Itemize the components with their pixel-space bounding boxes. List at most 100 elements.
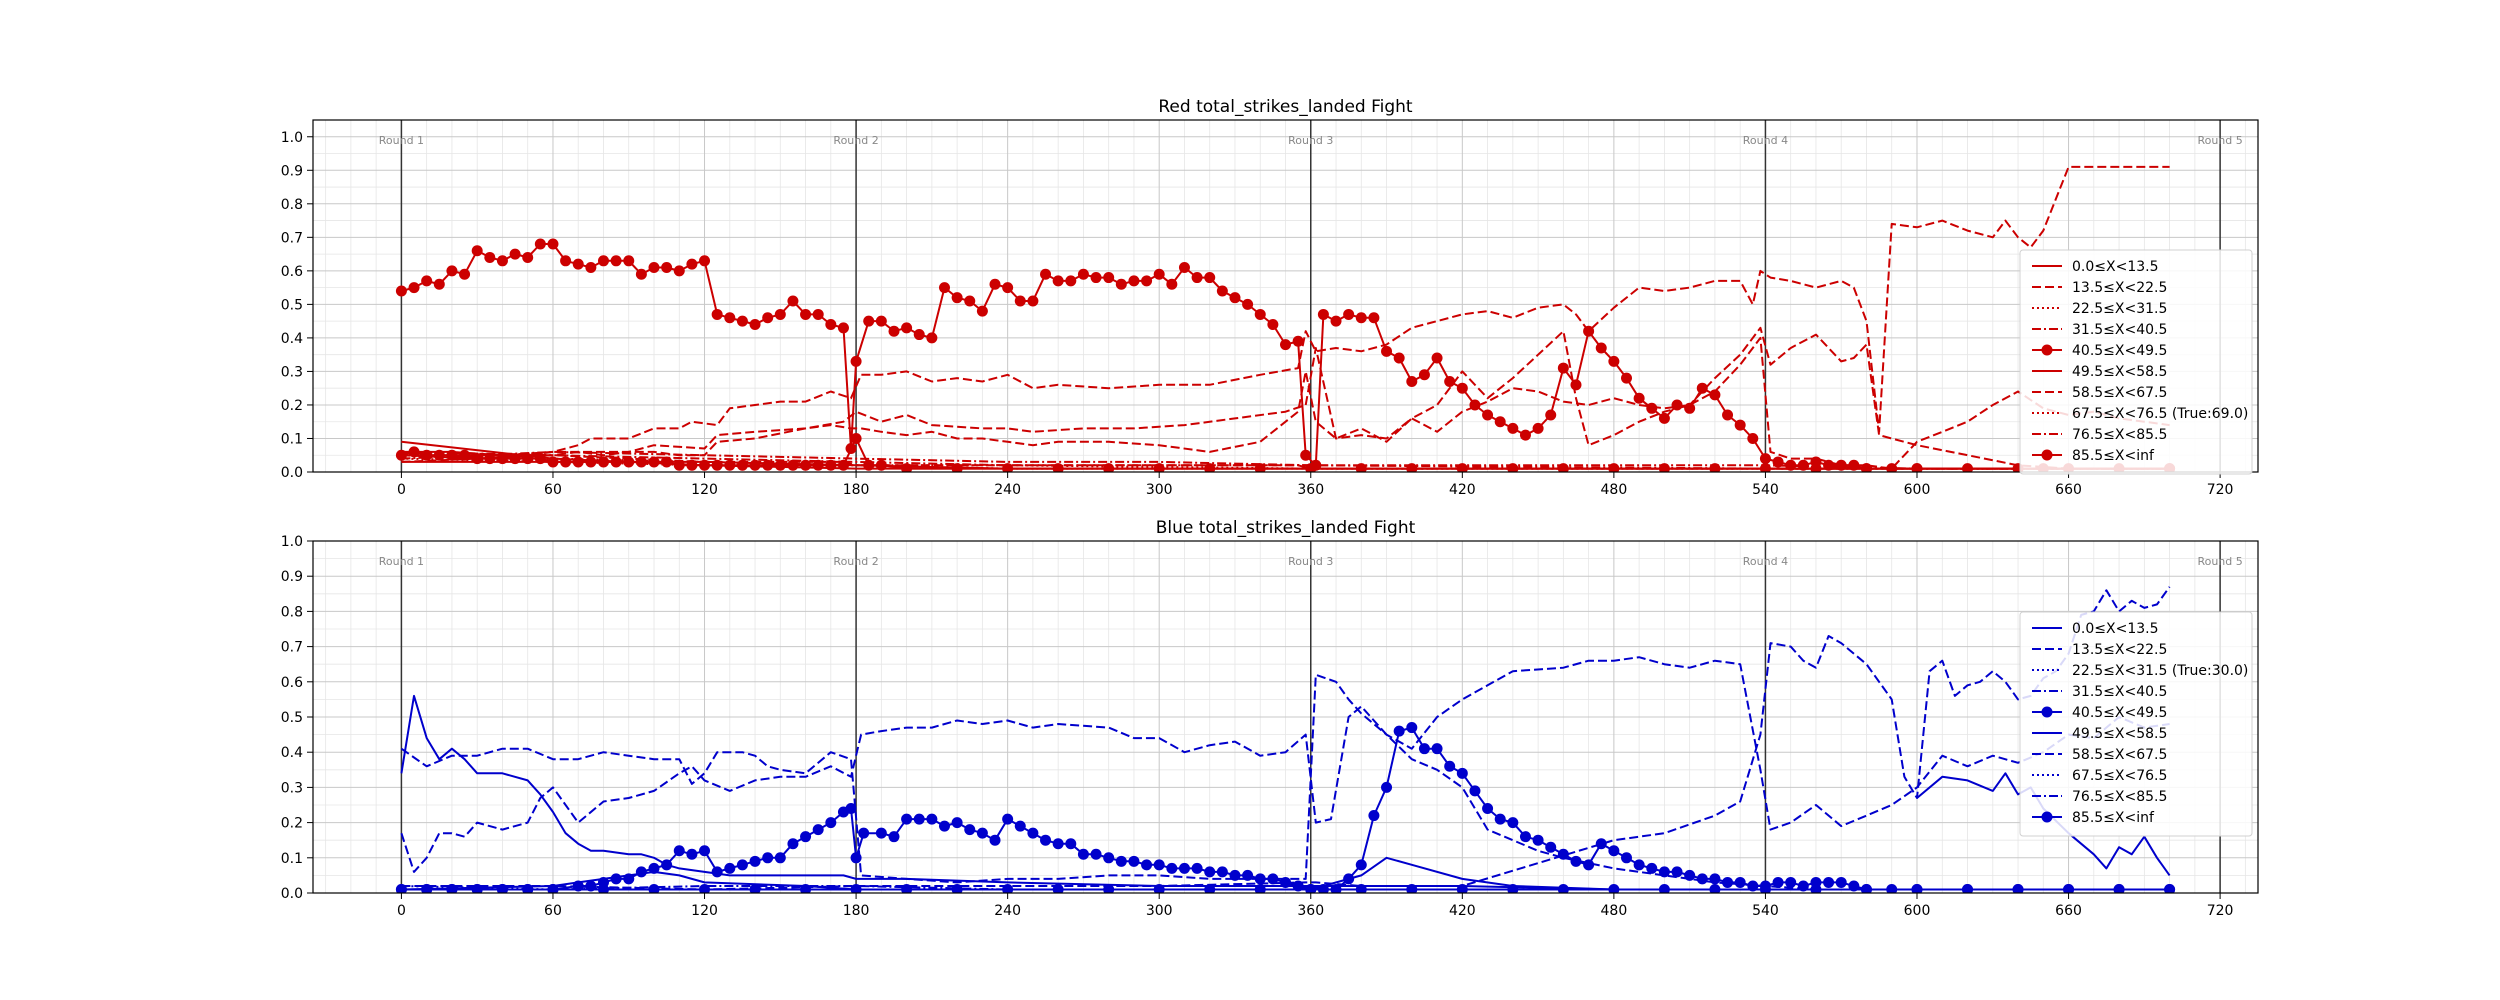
series-marker — [1658, 463, 1670, 472]
y-tick-label: 0.2 — [281, 816, 303, 832]
round-label: Round 1 — [379, 134, 424, 147]
x-tick-label: 720 — [2207, 482, 2234, 498]
series-marker — [736, 315, 748, 327]
x-tick-label: 300 — [1146, 482, 1173, 498]
series-marker — [1494, 813, 1506, 825]
series-marker — [1633, 392, 1645, 404]
series-marker — [976, 827, 988, 839]
series-marker — [560, 456, 572, 468]
series-marker — [408, 446, 420, 458]
series-marker — [1103, 272, 1115, 284]
y-tick-label: 0.6 — [281, 264, 303, 280]
series-marker — [1595, 342, 1607, 354]
series-marker — [1456, 463, 1468, 472]
series-marker — [1494, 416, 1506, 428]
series-marker — [1431, 352, 1443, 364]
series-marker — [547, 238, 559, 250]
round-label: Round 5 — [2197, 134, 2242, 147]
series-marker — [964, 824, 976, 836]
series-marker — [1519, 831, 1531, 843]
x-tick-label: 600 — [1904, 903, 1931, 919]
series-marker — [648, 456, 660, 468]
series-marker — [1810, 883, 1822, 893]
series-marker — [1886, 883, 1898, 893]
x-tick-label: 600 — [1904, 482, 1931, 498]
x-tick-label: 420 — [1449, 903, 1476, 919]
x-tick-label: 300 — [1146, 903, 1173, 919]
series-marker — [1709, 389, 1721, 401]
series-marker — [1040, 268, 1052, 280]
legend-label: 40.5≤X<49.5 — [2072, 705, 2167, 721]
x-tick-label: 0 — [397, 482, 406, 498]
series-marker — [1545, 841, 1557, 853]
series-marker — [1911, 463, 1923, 472]
series-marker — [1204, 463, 1216, 472]
plot-frame — [312, 540, 2259, 894]
series-marker — [901, 463, 913, 472]
series-marker — [787, 295, 799, 307]
legend-label: 13.5≤X<22.5 — [2072, 642, 2167, 658]
y-tick-label: 0.0 — [281, 465, 303, 481]
series-group — [395, 165, 2176, 472]
series-marker — [471, 245, 483, 257]
series-marker — [1406, 375, 1418, 387]
series-marker — [1608, 883, 1620, 893]
series-marker — [1040, 834, 1052, 846]
legend-label: 67.5≤X<76.5 (True:69.0) — [2072, 406, 2248, 422]
series-marker — [1608, 355, 1620, 367]
legend-label: 76.5≤X<85.5 — [2072, 427, 2167, 443]
legend-marker — [2041, 811, 2053, 823]
legend-label: 31.5≤X<40.5 — [2072, 322, 2167, 338]
legend-box — [2019, 249, 2253, 475]
series-marker — [1027, 295, 1039, 307]
series-marker — [1052, 463, 1064, 472]
round-label: Round 4 — [1743, 555, 1788, 568]
x-tick-label: 480 — [1601, 903, 1628, 919]
series-marker — [1254, 883, 1266, 893]
series-marker — [989, 278, 1001, 290]
series-marker — [1633, 859, 1645, 871]
series-marker — [1608, 845, 1620, 857]
series-marker — [1759, 453, 1771, 465]
x-tick-label: 180 — [843, 482, 870, 498]
series-marker — [749, 855, 761, 867]
series-marker — [800, 308, 812, 320]
series-marker — [1696, 382, 1708, 394]
series-marker — [686, 848, 698, 860]
series-marker — [825, 817, 837, 829]
series-marker — [673, 845, 685, 857]
series-marker — [812, 824, 824, 836]
series-marker — [875, 459, 887, 471]
legend-label: 22.5≤X<31.5 (True:30.0) — [2072, 663, 2248, 679]
series-marker — [699, 459, 711, 471]
series-marker — [1292, 335, 1304, 347]
series-marker — [1406, 722, 1418, 734]
x-tick-label: 180 — [843, 903, 870, 919]
series-marker — [484, 453, 496, 465]
series-marker — [635, 866, 647, 878]
round-label: Round 2 — [833, 555, 878, 568]
series-marker — [800, 831, 812, 843]
series-marker — [522, 251, 534, 263]
series-marker — [1065, 838, 1077, 850]
x-tick-label: 120 — [691, 903, 718, 919]
x-tick-label: 120 — [691, 482, 718, 498]
series-marker — [686, 459, 698, 471]
series-marker — [534, 453, 546, 465]
series-marker — [1141, 859, 1153, 871]
series-marker — [534, 238, 546, 250]
legend-label: 31.5≤X<40.5 — [2072, 684, 2167, 700]
y-tick-label: 0.4 — [281, 331, 303, 347]
series-marker — [875, 827, 887, 839]
series-marker — [1444, 375, 1456, 387]
series-marker — [1709, 463, 1721, 472]
series-marker — [1545, 409, 1557, 421]
series-marker — [1317, 308, 1329, 320]
series-marker — [724, 862, 736, 874]
series-marker — [1709, 883, 1721, 893]
series-marker — [1254, 308, 1266, 320]
series-marker — [623, 255, 635, 267]
x-tick-label: 360 — [1297, 482, 1324, 498]
legend-label: 58.5≤X<67.5 — [2072, 747, 2167, 763]
